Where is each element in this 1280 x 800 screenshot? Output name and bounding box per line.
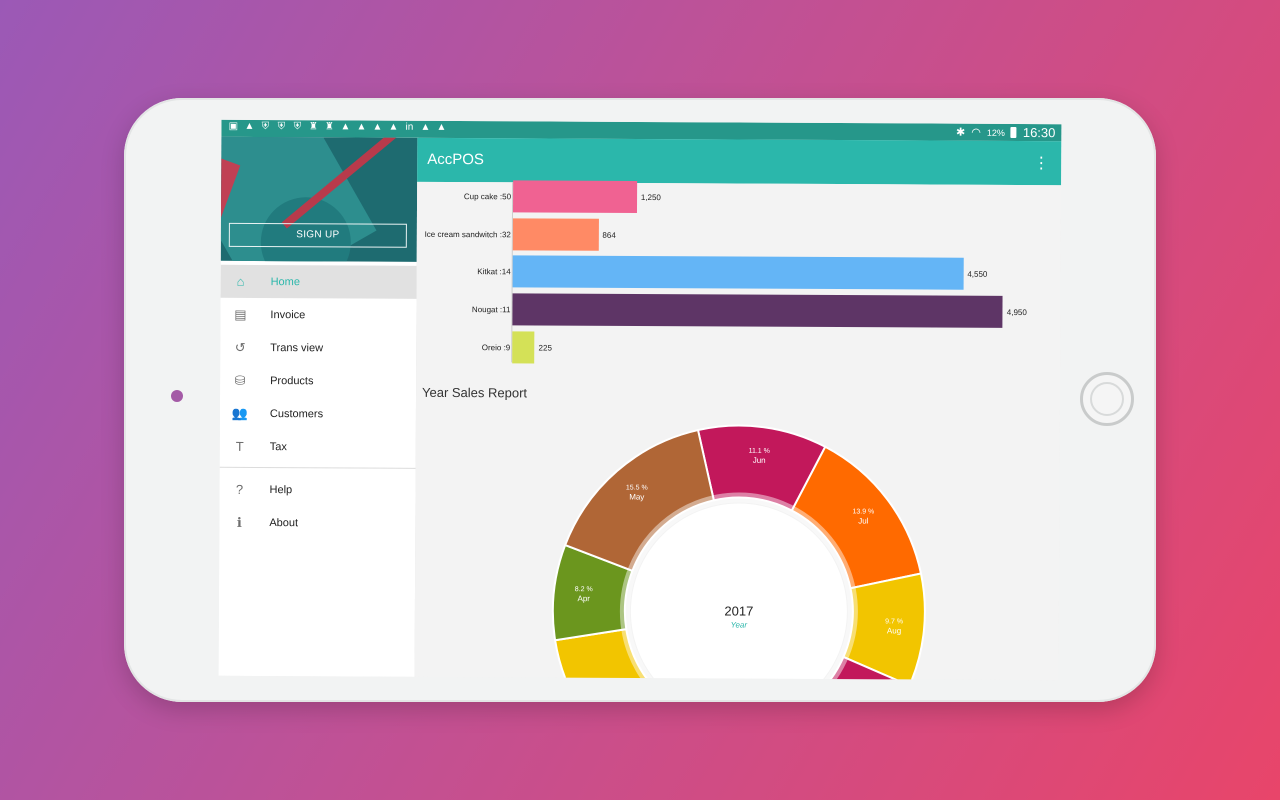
donut-slice[interactable] [842,572,926,681]
warning-icon: ▲ [340,121,351,133]
nav-item-tax[interactable]: T Tax [220,430,416,464]
bar-value-label: 225 [538,343,552,353]
nav-item-label: About [269,516,299,529]
nav-item-label: Products [270,374,314,387]
tax-icon: T [235,438,244,454]
bar-value-label: 864 [602,230,616,240]
bar[interactable] [512,331,535,364]
nav-item-label: Invoice [270,308,306,321]
notification-icons: ▣ ▲ ⛨ ⛨ ⛨ ♜ ♜ ▲ ▲ ▲ ▲ in ▲ ▲ [227,121,447,134]
year-sales-donut-chart: 11.1 % Jun 13.9 % Jul 9.7 % Aug 8.2 % Apr 15.5 %… [544,403,946,681]
donut-center-sublabel: Year [731,620,748,629]
slice-percent-label: 8.2 % [575,586,593,593]
bar-category-label: Nougat :11 [471,305,511,315]
nav-item-products[interactable]: ⛁ Products [220,364,416,398]
nav-item-label: Help [269,483,293,496]
shield-icon: ⛨ [277,121,286,133]
linkedin-icon: in [405,121,414,133]
chess-icon: ♜ [308,121,318,133]
slice-month-label: Aug [887,626,901,635]
receipt-icon: ▤ [234,306,247,322]
tablet-camera [171,390,183,402]
shield-icon: ⛨ [293,121,302,133]
warning-icon: ▲ [388,121,399,133]
drawer-nav-list: ⌂ Home ▤ Invoice ↺ Trans view ⛁ Products 👥 Custom… [219,264,417,540]
status-clock: 16:30 [1022,125,1056,141]
sign-up-button[interactable]: SIGN UP [228,222,407,248]
bar[interactable] [512,293,1003,328]
bar[interactable] [512,180,637,213]
donut-slice[interactable] [553,627,872,681]
bar-value-label: 4,950 [1006,307,1027,318]
report-title: Year Sales Report [421,384,528,401]
battery-level: 12% [986,127,1005,138]
slice-month-label: Apr [577,594,590,603]
bar-category-label: Oreio :9 [481,343,511,353]
basket-icon: ⛁ [234,372,246,388]
donut-inner-ring [619,492,858,681]
info-icon: ℹ [236,514,242,530]
donut-center-year: 2017 [724,603,753,618]
nav-item-customers[interactable]: 👥 Customers [220,397,416,431]
bar-row: Cup cake :50 1,250 [417,180,1061,217]
bluetooth-icon: ✱ [955,126,966,139]
warning-icon: ▲ [372,121,383,133]
donut-slice[interactable] [563,428,716,573]
drawer-header: SIGN UP [220,136,418,262]
bar-category-label: Ice cream sandwitch :32 [424,229,511,240]
nav-item-label: Tax [269,440,287,453]
bar-row: Kitkat :14 4,550 [417,255,1061,292]
product-sales-bar-chart: Cup cake :50 1,250 Ice cream sandwitch :32… [417,180,1061,364]
bar-category-label: Kitkat :14 [477,267,511,277]
slice-percent-label: 11.1 % [749,448,770,455]
bar[interactable] [512,218,599,251]
bar-value-label: 4,550 [967,269,988,279]
slice-percent-label: 13.9 % [852,508,874,515]
slice-percent-label: 9.7 % [885,618,903,625]
bar[interactable] [512,255,964,290]
nav-item-home[interactable]: ⌂ Home [220,264,417,299]
bar-row: Oreio :9 225 [416,331,1060,368]
wifi-icon: ◠ [971,126,981,139]
home-icon: ⌂ [236,273,245,289]
app-bar: AccPOS ⋮ [417,137,1062,186]
slice-percent-label: 15.5 % [626,485,648,492]
app-screen: ▣ ▲ ⛨ ⛨ ⛨ ♜ ♜ ▲ ▲ ▲ ▲ in ▲ ▲ ✱ ◠ 12% 16:30 SIGN UP ⌂ H… [218,119,1062,681]
people-icon: 👥 [231,405,249,421]
nav-item-invoice[interactable]: ▤ Invoice [220,298,416,332]
bar-value-label: 1,250 [640,193,661,203]
nav-item-about[interactable]: ℹ About [219,506,415,540]
nav-item-trans-view[interactable]: ↺ Trans view [220,331,416,365]
nav-item-label: Customers [269,407,324,420]
bar-row: Nougat :11 4,950 [416,293,1060,330]
slice-month-label: Jun [753,456,766,465]
app-title: AccPOS [427,150,484,169]
history-icon: ↺ [234,339,246,355]
battery-icon [1010,126,1017,138]
warning-icon: ▲ [356,121,367,133]
donut-hole [630,503,847,681]
image-icon: ▣ [228,120,239,132]
slice-month-label: Jul [858,516,868,525]
shield-icon: ⛨ [261,121,270,133]
help-icon: ? [235,481,244,497]
slice-month-label: May [629,493,644,502]
bar-row: Ice cream sandwitch :32 864 [417,218,1061,255]
chess-icon: ♜ [324,121,334,133]
overflow-menu-icon[interactable]: ⋮ [1033,155,1050,173]
bar-category-label: Cup cake :50 [463,192,512,202]
warning-icon: ▲ [420,121,431,133]
nav-item-label: Home [270,275,300,288]
nav-divider [219,466,416,469]
warning-icon: ▲ [436,121,447,133]
dashboard-content: Cup cake :50 1,250 Ice cream sandwitch :32… [414,180,1062,681]
warning-icon: ▲ [244,120,255,132]
donut-slice[interactable] [817,655,911,681]
nav-item-label: Trans view [270,341,324,354]
nav-item-help[interactable]: ? Help [219,473,415,507]
tablet-home-button[interactable] [1080,372,1134,426]
nav-drawer: SIGN UP ⌂ Home ▤ Invoice ↺ Trans view ⛁ Product… [218,136,419,677]
